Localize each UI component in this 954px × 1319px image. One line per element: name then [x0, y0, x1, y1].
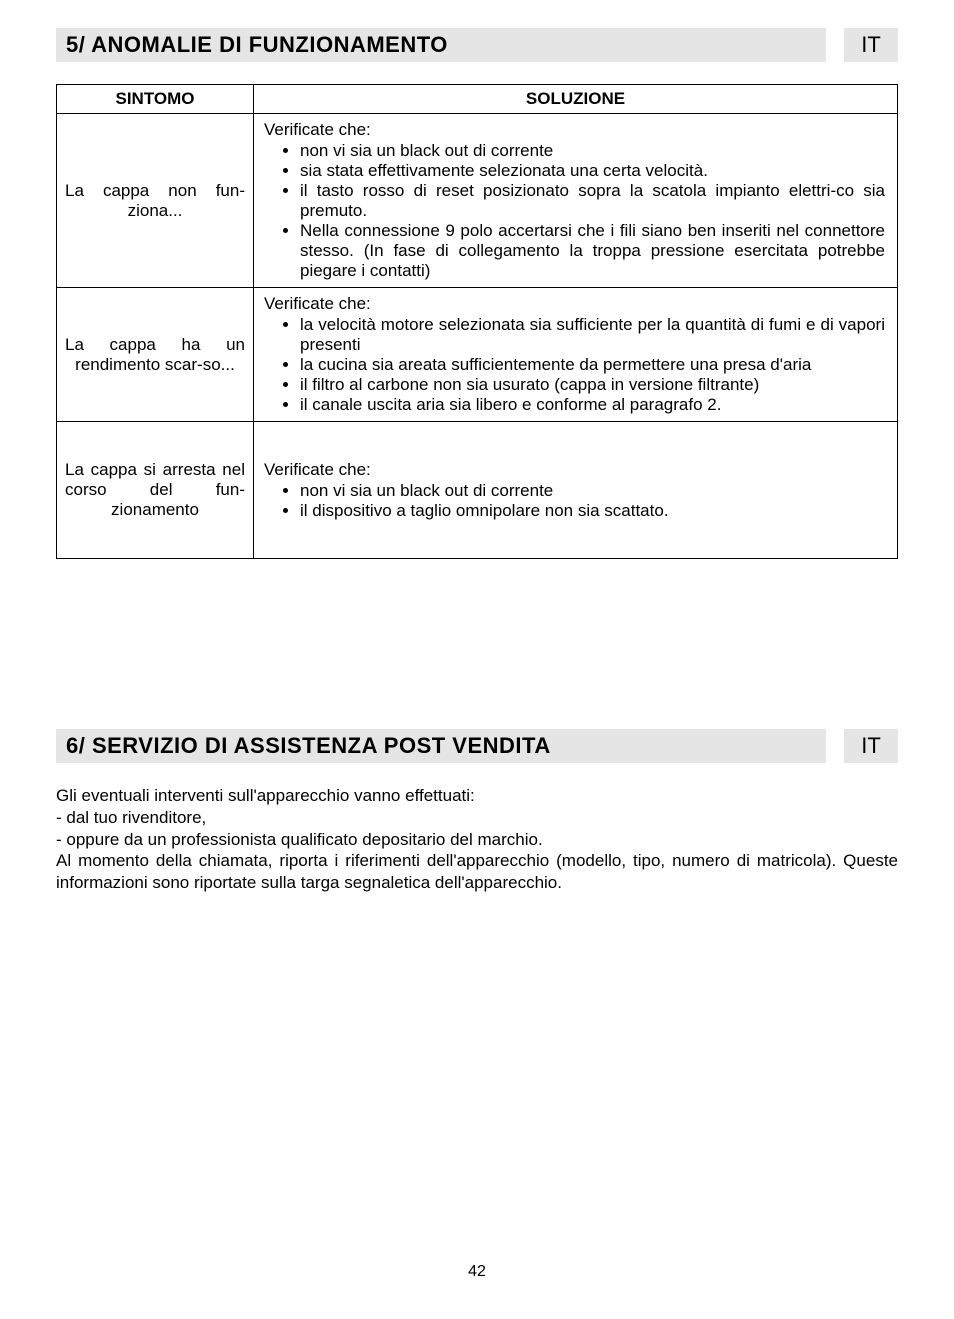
section-5-title: 5/ ANOMALIE DI FUNZIONAMENTO — [56, 28, 826, 62]
body-paragraph: Gli eventuali interventi sull'apparecchi… — [56, 785, 898, 807]
troubleshoot-table: SINTOMO SOLUZIONE La cappa non fun-ziona… — [56, 84, 898, 559]
body-paragraph: - dal tuo rivenditore, — [56, 807, 898, 829]
symptom-cell: La cappa ha un rendimento scar-so... — [57, 288, 254, 422]
solution-item: la cucina sia areata sufficientemente da… — [300, 355, 887, 375]
solution-item: non vi sia un black out di corrente — [300, 141, 887, 161]
solution-lead: Verificate che: — [264, 460, 887, 480]
solution-item: non vi sia un black out di corrente — [300, 481, 887, 501]
section-5-header: 5/ ANOMALIE DI FUNZIONAMENTO IT — [56, 28, 898, 62]
section-5-lang: IT — [844, 28, 898, 62]
solution-list: la velocità motore selezionata sia suffi… — [264, 315, 887, 415]
table-row: La cappa ha un rendimento scar-so... Ver… — [57, 288, 898, 422]
solution-lead: Verificate che: — [264, 294, 887, 314]
solution-list: non vi sia un black out di corrente il d… — [264, 481, 887, 521]
symptom-text: La cappa non fun-ziona... — [65, 181, 245, 221]
solution-item: sia stata effettivamente selezionata una… — [300, 161, 887, 181]
symptom-text: La cappa si arresta nel corso del fun-zi… — [65, 460, 245, 520]
symptom-text: La cappa ha un rendimento scar-so... — [65, 335, 245, 375]
table-head-row: SINTOMO SOLUZIONE — [57, 85, 898, 114]
solution-cell: Verificate che: la velocità motore selez… — [254, 288, 898, 422]
section-6-body: Gli eventuali interventi sull'apparecchi… — [56, 785, 898, 894]
page-number: 42 — [0, 1263, 954, 1281]
section-6-header: 6/ SERVIZIO DI ASSISTENZA POST VENDITA I… — [56, 729, 898, 763]
spacer — [56, 559, 898, 729]
solution-item: la velocità motore selezionata sia suffi… — [300, 315, 887, 355]
symptom-cell: La cappa non fun-ziona... — [57, 114, 254, 288]
table-row: La cappa si arresta nel corso del fun-zi… — [57, 422, 898, 559]
solution-item: il filtro al carbone non sia usurato (ca… — [300, 375, 887, 395]
solution-item: il dispositivo a taglio omnipolare non s… — [300, 501, 887, 521]
solution-item: il tasto rosso di reset posizionato sopr… — [300, 181, 887, 221]
section-6-title: 6/ SERVIZIO DI ASSISTENZA POST VENDITA — [56, 729, 826, 763]
section-6-lang: IT — [844, 729, 898, 763]
col-header-symptom: SINTOMO — [57, 85, 254, 114]
page: 5/ ANOMALIE DI FUNZIONAMENTO IT SINTOMO … — [0, 0, 954, 1319]
solution-item: Nella connessione 9 polo accertarsi che … — [300, 221, 887, 281]
solution-cell: Verificate che: non vi sia un black out … — [254, 422, 898, 559]
symptom-cell: La cappa si arresta nel corso del fun-zi… — [57, 422, 254, 559]
solution-cell: Verificate che: non vi sia un black out … — [254, 114, 898, 288]
body-paragraph: - oppure da un professionista qualificat… — [56, 829, 898, 851]
solution-list: non vi sia un black out di corrente sia … — [264, 141, 887, 281]
col-header-solution: SOLUZIONE — [254, 85, 898, 114]
table-row: La cappa non fun-ziona... Verificate che… — [57, 114, 898, 288]
body-paragraph: Al momento della chiamata, riporta i rif… — [56, 850, 898, 894]
solution-item: il canale uscita aria sia libero e confo… — [300, 395, 887, 415]
solution-lead: Verificate che: — [264, 120, 887, 140]
